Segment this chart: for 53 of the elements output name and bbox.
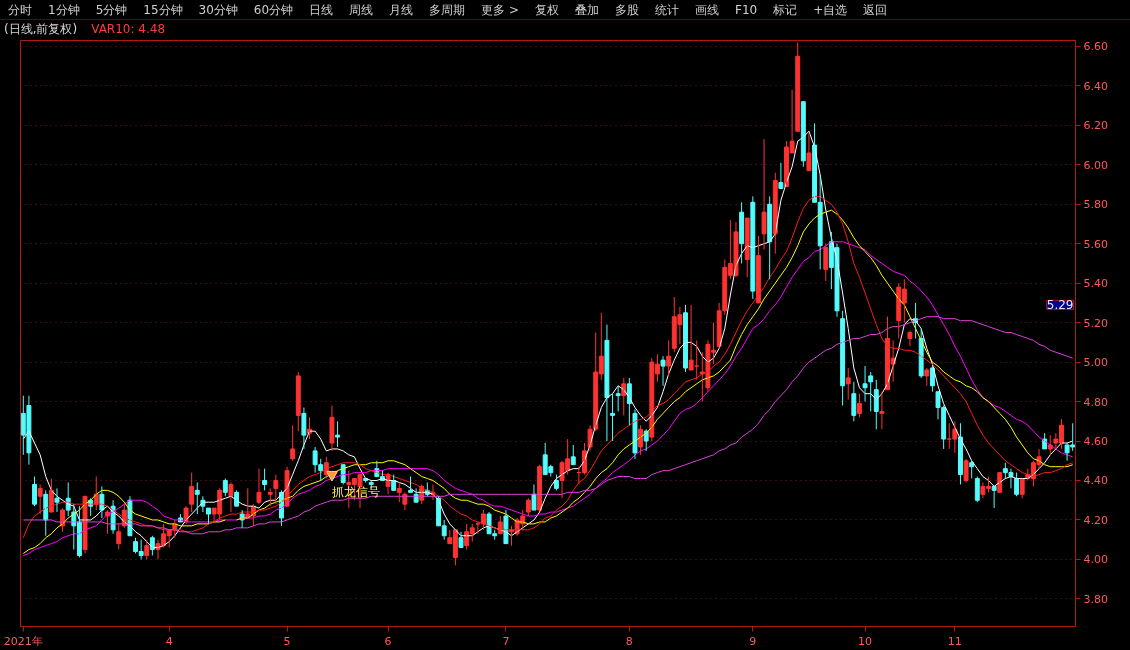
text: +自选 [812,1,849,19]
x-tick-label: 5 [283,634,291,648]
y-tick-label: 3.80 [1083,592,1108,606]
x-tick-label: 4 [165,634,173,648]
x-tick-label: 7 [502,634,510,648]
y-tick-label: 4.60 [1083,435,1108,449]
text: 统计 [654,1,680,19]
y-tick-label: 6.60 [1083,40,1108,54]
text: 复权 [534,1,560,19]
candlestick [924,367,930,387]
candlestick [335,420,341,448]
text: 分时 [7,1,33,19]
chart-title: (日线,前复权) [4,22,78,36]
x-tick-label: 8 [625,634,633,648]
y-tick-label: 6.20 [1083,119,1108,133]
y-tick-label: 4.40 [1083,474,1108,488]
annotation: 5.29 [1046,298,1074,313]
text: 多股 [614,1,640,19]
text: 画线 [694,1,720,19]
text: 日线 [308,1,335,19]
line-series [22,130,1074,549]
y-tick-label: 5.40 [1083,277,1108,291]
text: 标记 [772,1,799,19]
text: 1分钟 [47,1,81,19]
x-tick-label: 2021年 [3,634,43,648]
candlestick [997,472,1003,493]
y-tick-label: 5.80 [1083,198,1108,212]
text: F10 [734,1,759,19]
candlestick [206,507,211,525]
text: 返回 [862,1,889,19]
y-tick-label: 4.00 [1083,553,1108,567]
y-tick-label: 4.20 [1083,513,1108,527]
y-tick-label: 5.60 [1083,237,1108,251]
text: 叠加 [574,1,600,19]
x-tick-label: 6 [384,634,392,648]
chart-subtitle: VAR10: 4.48 [91,22,166,36]
text: 15分钟 [142,1,184,19]
text: 30分钟 [197,1,239,19]
text: 更多 > [480,1,520,19]
y-tick-label: 5.20 [1083,316,1108,330]
text: 多周期 [428,1,467,19]
y-tick-label: 6.00 [1083,158,1108,172]
x-tick-label: 10 [858,634,873,648]
text: 月线 [388,1,415,19]
line-series [22,316,1074,535]
y-tick-label: 5.00 [1083,356,1108,370]
y-tick-label: 4.80 [1083,395,1108,409]
text: 60分钟 [252,1,295,19]
y-tick-label: 6.40 [1083,79,1108,93]
x-tick-label: 11 [947,634,962,648]
text: 周线 [348,1,375,19]
text: 5分钟 [94,1,129,19]
x-tick-label: 9 [749,634,757,648]
